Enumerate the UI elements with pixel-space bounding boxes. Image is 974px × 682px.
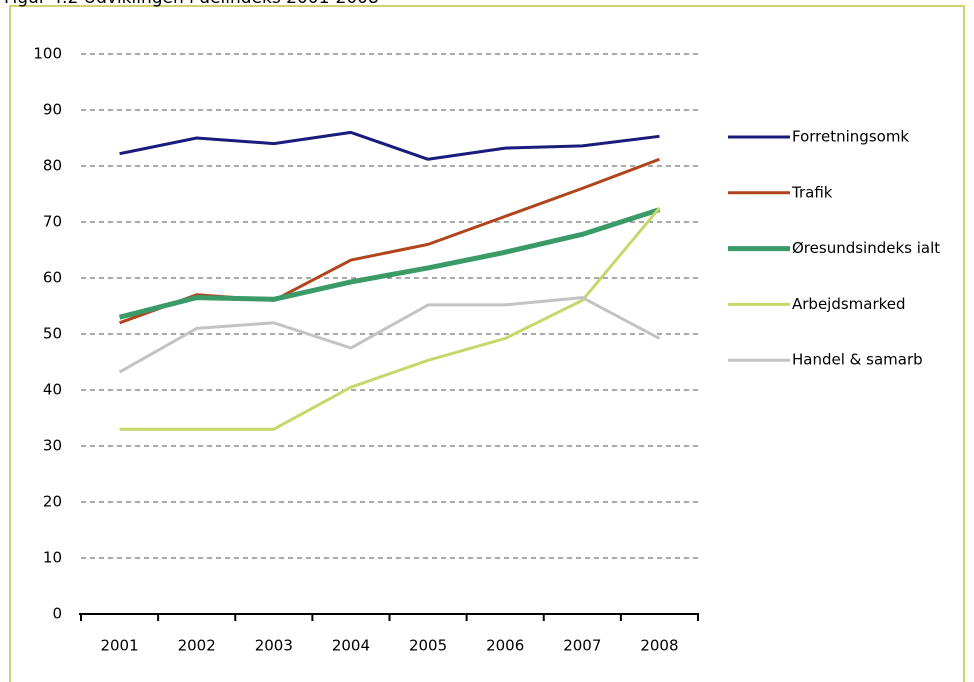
y-tick-label: 60 bbox=[43, 269, 62, 287]
y-tick-label: 80 bbox=[43, 157, 62, 175]
y-tick-label: 100 bbox=[33, 45, 62, 63]
x-tick-label: 2001 bbox=[100, 637, 138, 655]
x-tick-label: 2004 bbox=[332, 637, 370, 655]
y-tick-label: 40 bbox=[43, 381, 62, 399]
x-tick-label: 2006 bbox=[486, 637, 524, 655]
series-line bbox=[118, 296, 661, 374]
x-tick-label: 2002 bbox=[178, 637, 216, 655]
chart-title: Figur 4.2 Udviklingen i delindeks 2001-2… bbox=[4, 0, 379, 8]
series-line bbox=[118, 207, 661, 320]
y-tick-label: 10 bbox=[43, 549, 62, 567]
x-tick-label: 2007 bbox=[563, 637, 601, 655]
y-tick-label: 20 bbox=[43, 493, 62, 511]
x-tick-label: 2008 bbox=[640, 637, 678, 655]
y-tick-label: 90 bbox=[43, 101, 62, 119]
legend-label: Handel & samarb bbox=[792, 351, 923, 369]
legend-label: Forretningsomk bbox=[792, 128, 909, 146]
x-tick-label: 2005 bbox=[409, 637, 447, 655]
y-tick-label: 70 bbox=[43, 213, 62, 231]
y-tick-label: 50 bbox=[43, 325, 62, 343]
legend-label: Trafik bbox=[791, 183, 833, 201]
series-line bbox=[119, 130, 660, 161]
y-tick-label: 30 bbox=[43, 437, 62, 455]
y-tick-label: 0 bbox=[52, 605, 62, 623]
legend-label: Arbejdsmarked bbox=[792, 295, 906, 313]
legend-label: Øresundsindeks ialt bbox=[792, 239, 940, 257]
series-line bbox=[119, 207, 661, 431]
chart-frame bbox=[9, 5, 965, 682]
x-tick-label: 2003 bbox=[255, 637, 293, 655]
